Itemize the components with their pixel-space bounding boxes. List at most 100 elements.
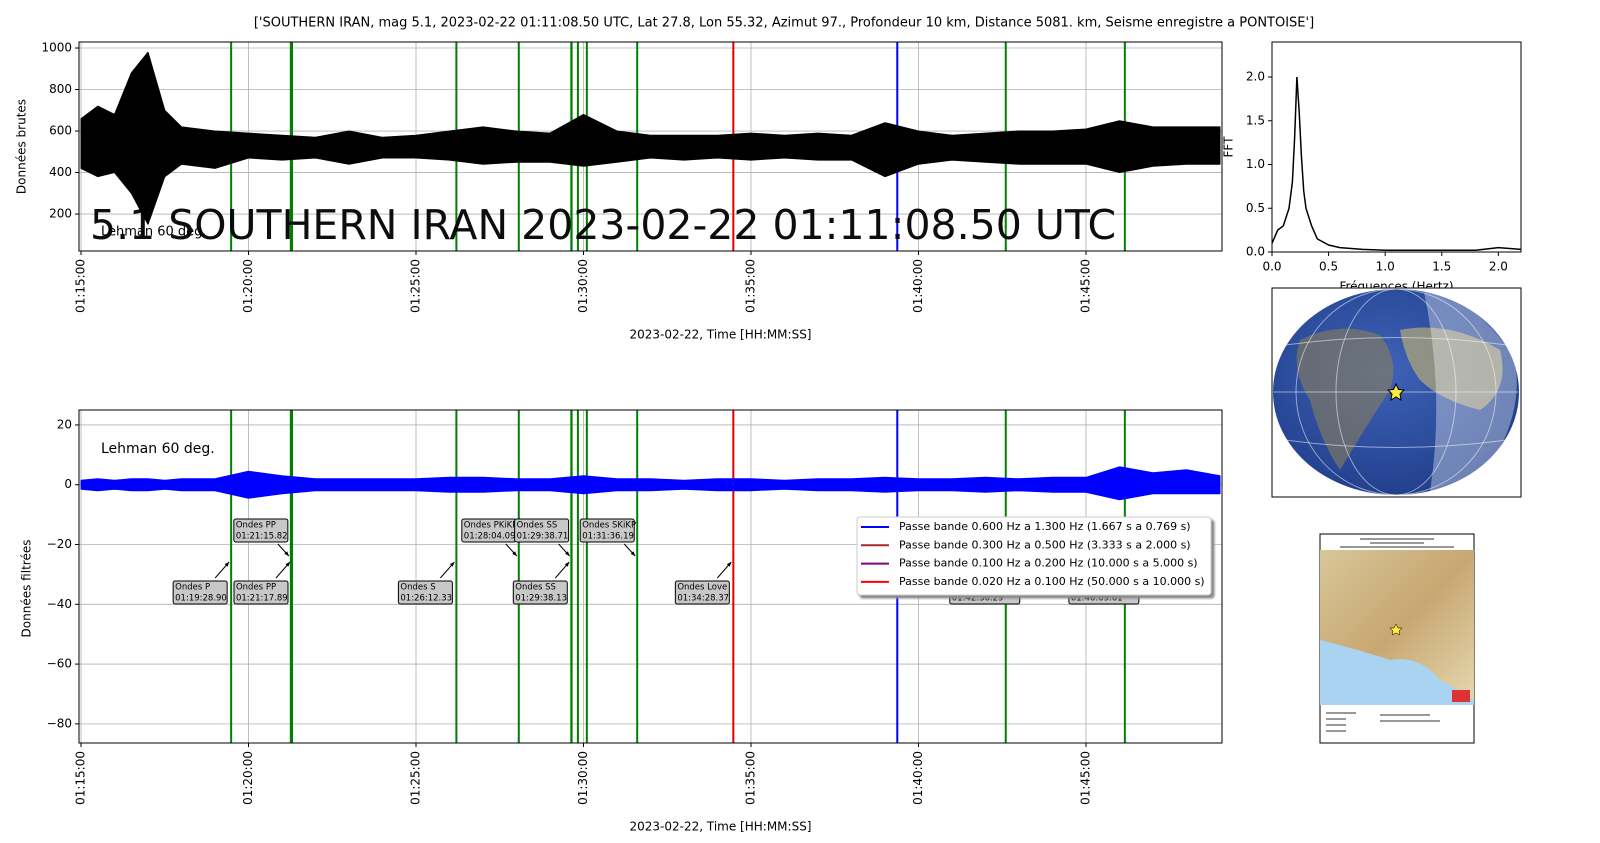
y-tick-label: 0 — [64, 477, 72, 491]
map-legend — [1326, 538, 1454, 732]
y-tick-label: 1.5 — [1246, 113, 1265, 127]
arrow-head — [284, 551, 289, 556]
note: Lehman 60 deg. — [101, 441, 215, 457]
map-panel — [1319, 533, 1475, 744]
plot-area — [1272, 42, 1521, 252]
y-tick-label: −40 — [47, 597, 72, 611]
phase-name: Ondes P — [175, 583, 210, 593]
trace-envelope — [80, 51, 1221, 225]
overlay-title: 5.1 SOUTHERN IRAN 2023-02-22 01:11:08.50… — [90, 201, 1116, 249]
x-tick-label: 01:30:00 — [576, 751, 590, 805]
phase-time: 01:31:36.19 — [582, 532, 634, 542]
y-tick-label: 0.0 — [1246, 245, 1265, 259]
x-tick-label: 01:15:00 — [74, 259, 88, 313]
map-sea — [1320, 640, 1474, 705]
arrow-head — [564, 562, 570, 567]
plot-frame — [78, 41, 1223, 252]
x-tick-label: 01:25:00 — [409, 259, 423, 313]
arrow-head — [565, 551, 570, 556]
x-tick-label: 01:45:00 — [1078, 259, 1092, 313]
y-axis-label: Données brutes — [15, 99, 29, 194]
phase-name: Ondes SS — [515, 583, 556, 593]
fft-line — [1272, 76, 1521, 252]
trace-envelope — [80, 466, 1221, 501]
phase-time: 01:19:28.90 — [175, 594, 227, 604]
phase-box — [579, 518, 635, 543]
phase-name: Ondes Love — [677, 583, 727, 593]
y-axis-label: FFT — [1222, 136, 1236, 158]
x-tick-label: 01:20:00 — [241, 259, 255, 313]
phase-time: 01:34:28.37 — [677, 594, 729, 604]
phase-box — [674, 580, 730, 605]
legend: Passe bande 0.600 Hz a 1.300 Hz (1.667 s… — [856, 516, 1212, 596]
phase-time: 01:26:12.33 — [400, 594, 452, 604]
x-tick-label: 01:35:00 — [743, 751, 757, 805]
x-tick-label: 1.0 — [1376, 260, 1395, 274]
phase-name: Ondes S — [400, 583, 435, 593]
legend-label: Passe bande 0.600 Hz a 1.300 Hz (1.667 s… — [899, 520, 1191, 533]
phase-box — [233, 580, 289, 605]
phase-box — [172, 580, 228, 605]
arrow-head — [449, 562, 455, 567]
y-tick-label: 1.0 — [1246, 157, 1265, 171]
y-axis-label: Données filtrées — [20, 540, 34, 638]
phase-box — [233, 518, 289, 543]
x-tick-label: 01:40:00 — [911, 751, 925, 805]
legend-box — [856, 516, 1212, 596]
phase-time: 01:21:17.89 — [236, 594, 288, 604]
phase-name: Ondes SKiKP — [582, 521, 636, 531]
arrow-head — [726, 562, 732, 567]
land — [1400, 327, 1503, 410]
y-tick-label: 0.5 — [1246, 201, 1265, 215]
graticule — [1273, 288, 1519, 496]
y-tick-label: 200 — [49, 207, 72, 221]
x-tick-label: 01:20:00 — [241, 751, 255, 805]
phase-name: Ondes PKiKP — [464, 521, 518, 531]
y-tick-label: 800 — [49, 82, 72, 96]
phase-name: Ondes PP — [236, 521, 276, 531]
map-star — [1389, 623, 1403, 636]
plot-frame — [1271, 41, 1522, 253]
y-tick-label: 2.0 — [1246, 70, 1265, 84]
x-tick-label: 1.5 — [1432, 260, 1451, 274]
x-tick-label: 01:40:00 — [911, 259, 925, 313]
arrow-head — [630, 551, 636, 556]
x-tick-label: 01:15:00 — [74, 751, 88, 805]
legend-label: Passe bande 0.100 Hz a 0.200 Hz (10.000 … — [899, 557, 1198, 570]
land — [1296, 328, 1394, 470]
x-tick-label: 0.0 — [1262, 260, 1281, 274]
legend-label: Passe bande 0.300 Hz a 0.500 Hz (3.333 s… — [899, 538, 1191, 551]
phase-box — [512, 580, 568, 605]
legend-label: Passe bande 0.020 Hz a 0.100 Hz (50.000 … — [899, 575, 1205, 588]
phase-time: 01:21:15.82 — [236, 532, 288, 542]
map-logo — [1452, 690, 1470, 702]
y-tick-label: 20 — [57, 417, 72, 431]
x-tick-label: 2.0 — [1489, 260, 1508, 274]
phase-name: Ondes SS — [517, 521, 558, 531]
x-tick-label: 0.5 — [1319, 260, 1338, 274]
epicenter-star — [1386, 382, 1406, 401]
figure-title: ['SOUTHERN IRAN, mag 5.1, 2023-02-22 01:… — [254, 16, 1314, 31]
x-tick-label: 01:35:00 — [743, 259, 757, 313]
arrow-head — [224, 562, 230, 567]
phase-name: Ondes PP — [236, 583, 276, 593]
plot-content — [1272, 76, 1521, 252]
globe-panel — [1271, 287, 1522, 498]
arrow-head — [285, 562, 290, 567]
y-tick-label: −80 — [47, 716, 72, 730]
x-tick-label: 01:45:00 — [1078, 751, 1092, 805]
phase-time: 01:46:09.61 — [1071, 594, 1123, 604]
x-tick-label: 01:25:00 — [409, 751, 423, 805]
plot-frame — [78, 409, 1223, 744]
phase-box — [397, 580, 453, 605]
y-tick-label: −20 — [47, 537, 72, 551]
y-tick-label: −60 — [47, 657, 72, 671]
phase-time: 01:42:36.29 — [952, 594, 1004, 604]
phase-box — [514, 518, 570, 543]
plot-content — [79, 42, 1222, 251]
y-tick-label: 400 — [49, 165, 72, 179]
phase-time: 01:29:38.13 — [515, 594, 567, 604]
arrow-head — [512, 551, 517, 556]
